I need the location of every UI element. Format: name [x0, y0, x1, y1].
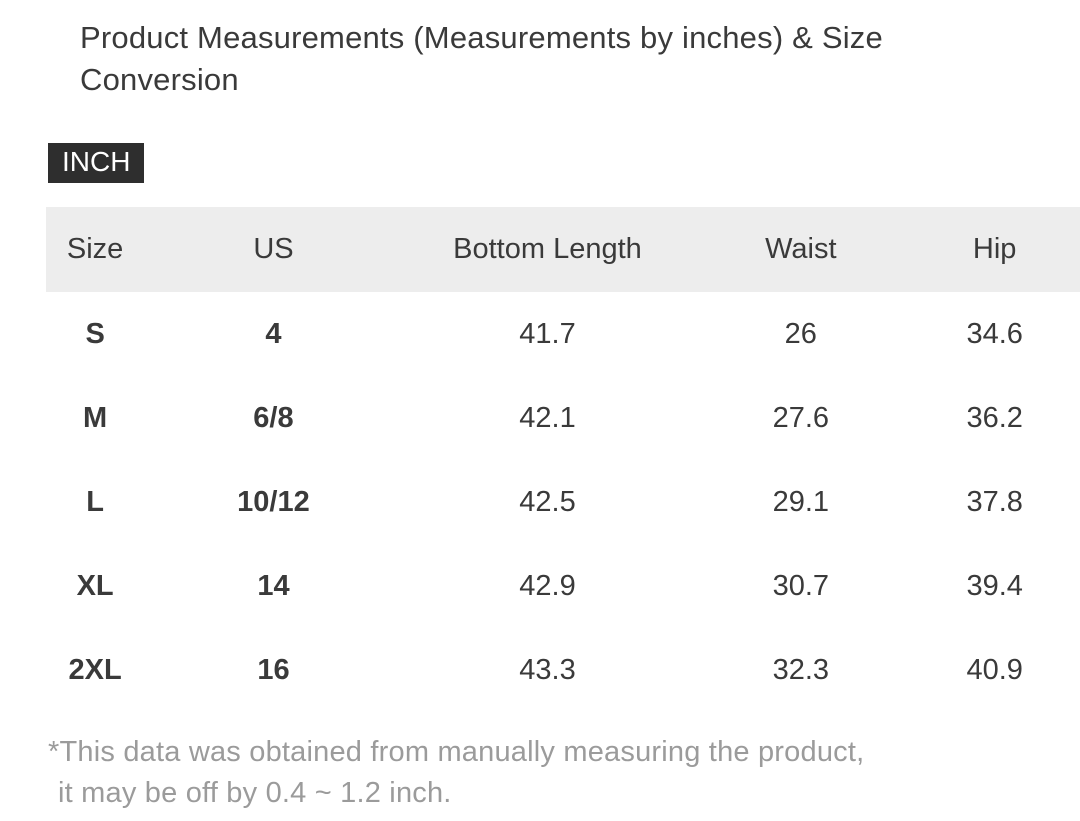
table-header: Size US Bottom Length Waist Hip — [46, 207, 1080, 292]
page-title: Product Measurements (Measurements by in… — [80, 20, 883, 97]
table-row-m: M 6/8 42.1 27.6 36.2 — [46, 376, 1080, 460]
size-measurement-table: Size US Bottom Length Waist Hip S 4 41.7… — [46, 207, 1080, 712]
bottom-length-cell: 42.1 — [402, 376, 693, 460]
size-cell: XL — [46, 544, 145, 628]
bottom-length-cell: 42.9 — [402, 544, 693, 628]
unit-toggle-inch[interactable]: INCH — [48, 143, 145, 183]
table-row-xl: XL 14 42.9 30.7 39.4 — [46, 544, 1080, 628]
bottom-length-cell: 43.3 — [402, 628, 693, 712]
table-row-l: L 10/12 42.5 29.1 37.8 — [46, 460, 1080, 544]
size-cell: L — [46, 460, 145, 544]
disclaimer-line-1: *This data was obtained from manually me… — [48, 736, 865, 768]
hip-cell: 34.6 — [909, 292, 1080, 376]
waist-cell: 26 — [692, 292, 910, 376]
waist-cell: 32.3 — [692, 628, 910, 712]
table-header-row: Size US Bottom Length Waist Hip — [46, 207, 1080, 292]
size-cell: S — [46, 292, 145, 376]
us-cell: 6/8 — [144, 376, 403, 460]
hip-cell: 36.2 — [909, 376, 1080, 460]
column-header-size: Size — [46, 207, 145, 292]
column-header-us: US — [144, 207, 403, 292]
waist-cell: 30.7 — [692, 544, 910, 628]
us-cell: 16 — [144, 628, 403, 712]
disclaimer-line-2: it may be off by 0.4 ~ 1.2 inch. — [58, 777, 452, 809]
table-body: S 4 41.7 26 34.6 M 6/8 42.1 27.6 36.2 L … — [46, 292, 1080, 712]
us-cell: 4 — [144, 292, 403, 376]
table-row-2xl: 2XL 16 43.3 32.3 40.9 — [46, 628, 1080, 712]
hip-cell: 39.4 — [909, 544, 1080, 628]
column-header-waist: Waist — [692, 207, 910, 292]
size-cell: 2XL — [46, 628, 145, 712]
waist-cell: 29.1 — [692, 460, 910, 544]
hip-cell: 37.8 — [909, 460, 1080, 544]
waist-cell: 27.6 — [692, 376, 910, 460]
size-cell: M — [46, 376, 145, 460]
table-row-s: S 4 41.7 26 34.6 — [46, 292, 1080, 376]
measurement-disclaimer: *This data was obtained from manually me… — [48, 732, 1040, 814]
hip-cell: 40.9 — [909, 628, 1080, 712]
column-header-hip: Hip — [909, 207, 1080, 292]
column-header-bottom-length: Bottom Length — [402, 207, 693, 292]
us-cell: 10/12 — [144, 460, 403, 544]
bottom-length-cell: 41.7 — [402, 292, 693, 376]
bottom-length-cell: 42.5 — [402, 460, 693, 544]
us-cell: 14 — [144, 544, 403, 628]
